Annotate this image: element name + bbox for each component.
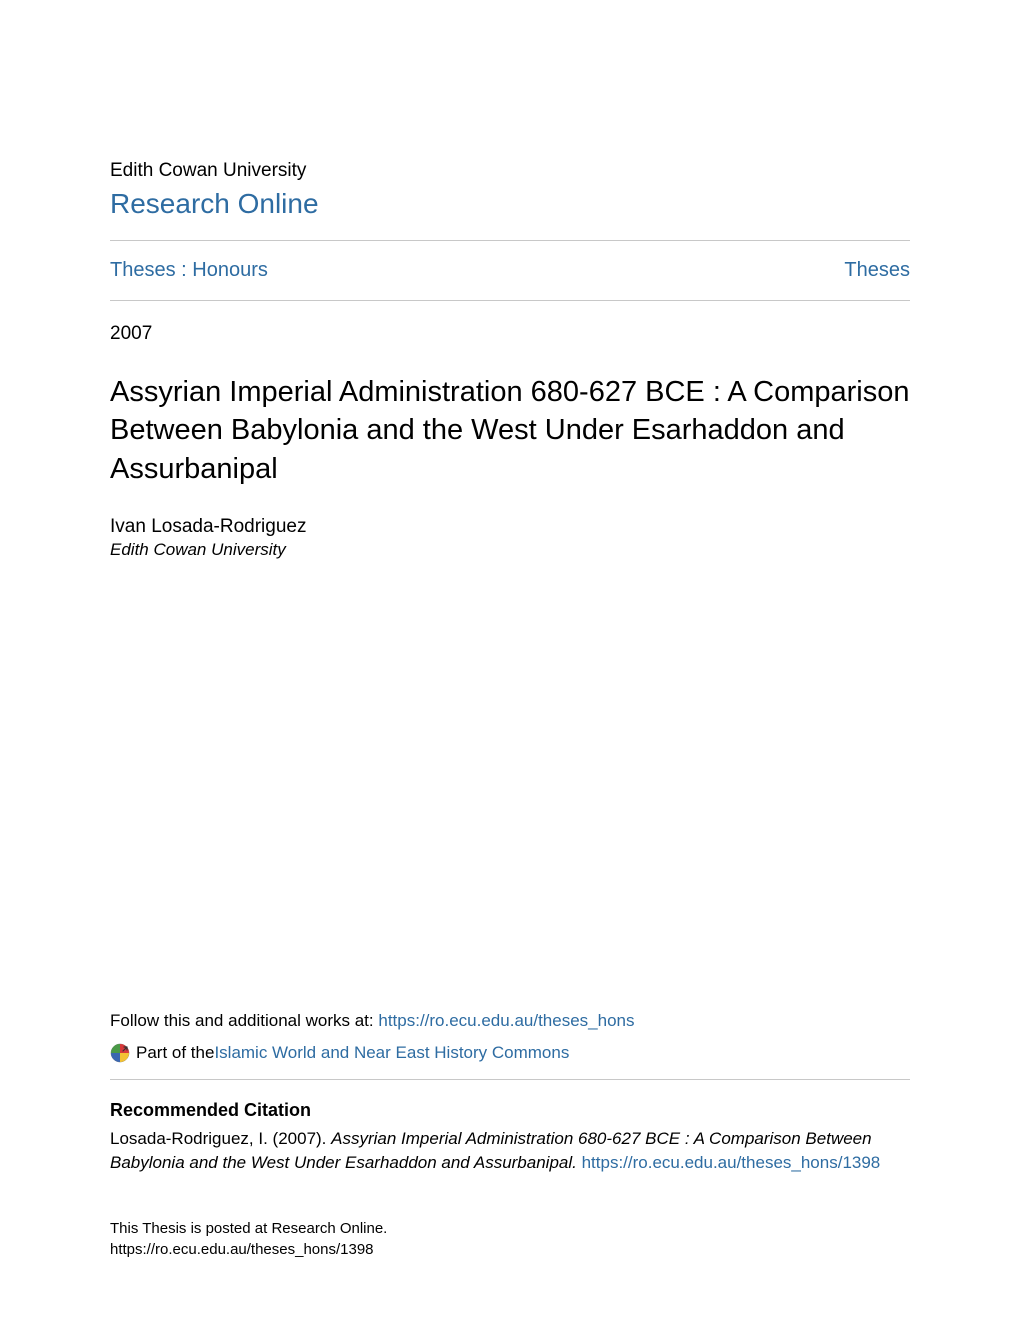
footer-line-1: This Thesis is posted at Research Online… bbox=[110, 1218, 910, 1239]
theses-link[interactable]: Theses bbox=[844, 259, 910, 282]
citation-url-link[interactable]: https://ro.ecu.edu.au/theses_hons/1398 bbox=[582, 1153, 881, 1172]
part-of-row: Part of the Islamic World and Near East … bbox=[110, 1043, 910, 1063]
follow-works-row: Follow this and additional works at: htt… bbox=[110, 1011, 910, 1031]
part-of-label: Part of the bbox=[136, 1043, 214, 1063]
breadcrumb-row: Theses : Honours Theses bbox=[110, 241, 910, 300]
citation-text: Losada-Rodriguez, I. (2007). Assyrian Im… bbox=[110, 1127, 910, 1176]
paper-title: Assyrian Imperial Administration 680-627… bbox=[110, 373, 910, 488]
follow-url-link[interactable]: https://ro.ecu.edu.au/theses_hons bbox=[378, 1011, 634, 1030]
commons-link[interactable]: Islamic World and Near East History Comm… bbox=[214, 1043, 569, 1063]
author-name: Ivan Losada-Rodriguez bbox=[110, 516, 910, 538]
publication-year: 2007 bbox=[110, 323, 910, 345]
institution-name: Edith Cowan University bbox=[110, 160, 910, 182]
divider-nav bbox=[110, 300, 910, 301]
repository-link[interactable]: Research Online bbox=[110, 188, 910, 220]
footer-line-2: https://ro.ecu.edu.au/theses_hons/1398 bbox=[110, 1239, 910, 1260]
network-icon bbox=[110, 1043, 130, 1063]
cover-page: Edith Cowan University Research Online T… bbox=[0, 0, 1020, 1320]
collection-link[interactable]: Theses : Honours bbox=[110, 259, 268, 282]
author-affiliation: Edith Cowan University bbox=[110, 540, 910, 560]
follow-label: Follow this and additional works at: bbox=[110, 1011, 378, 1030]
vertical-spacer bbox=[110, 560, 910, 1011]
footer-note: This Thesis is posted at Research Online… bbox=[110, 1218, 910, 1260]
recommended-citation-heading: Recommended Citation bbox=[110, 1100, 910, 1121]
divider-bottom bbox=[110, 1079, 910, 1080]
citation-prefix: Losada-Rodriguez, I. (2007). bbox=[110, 1129, 331, 1148]
